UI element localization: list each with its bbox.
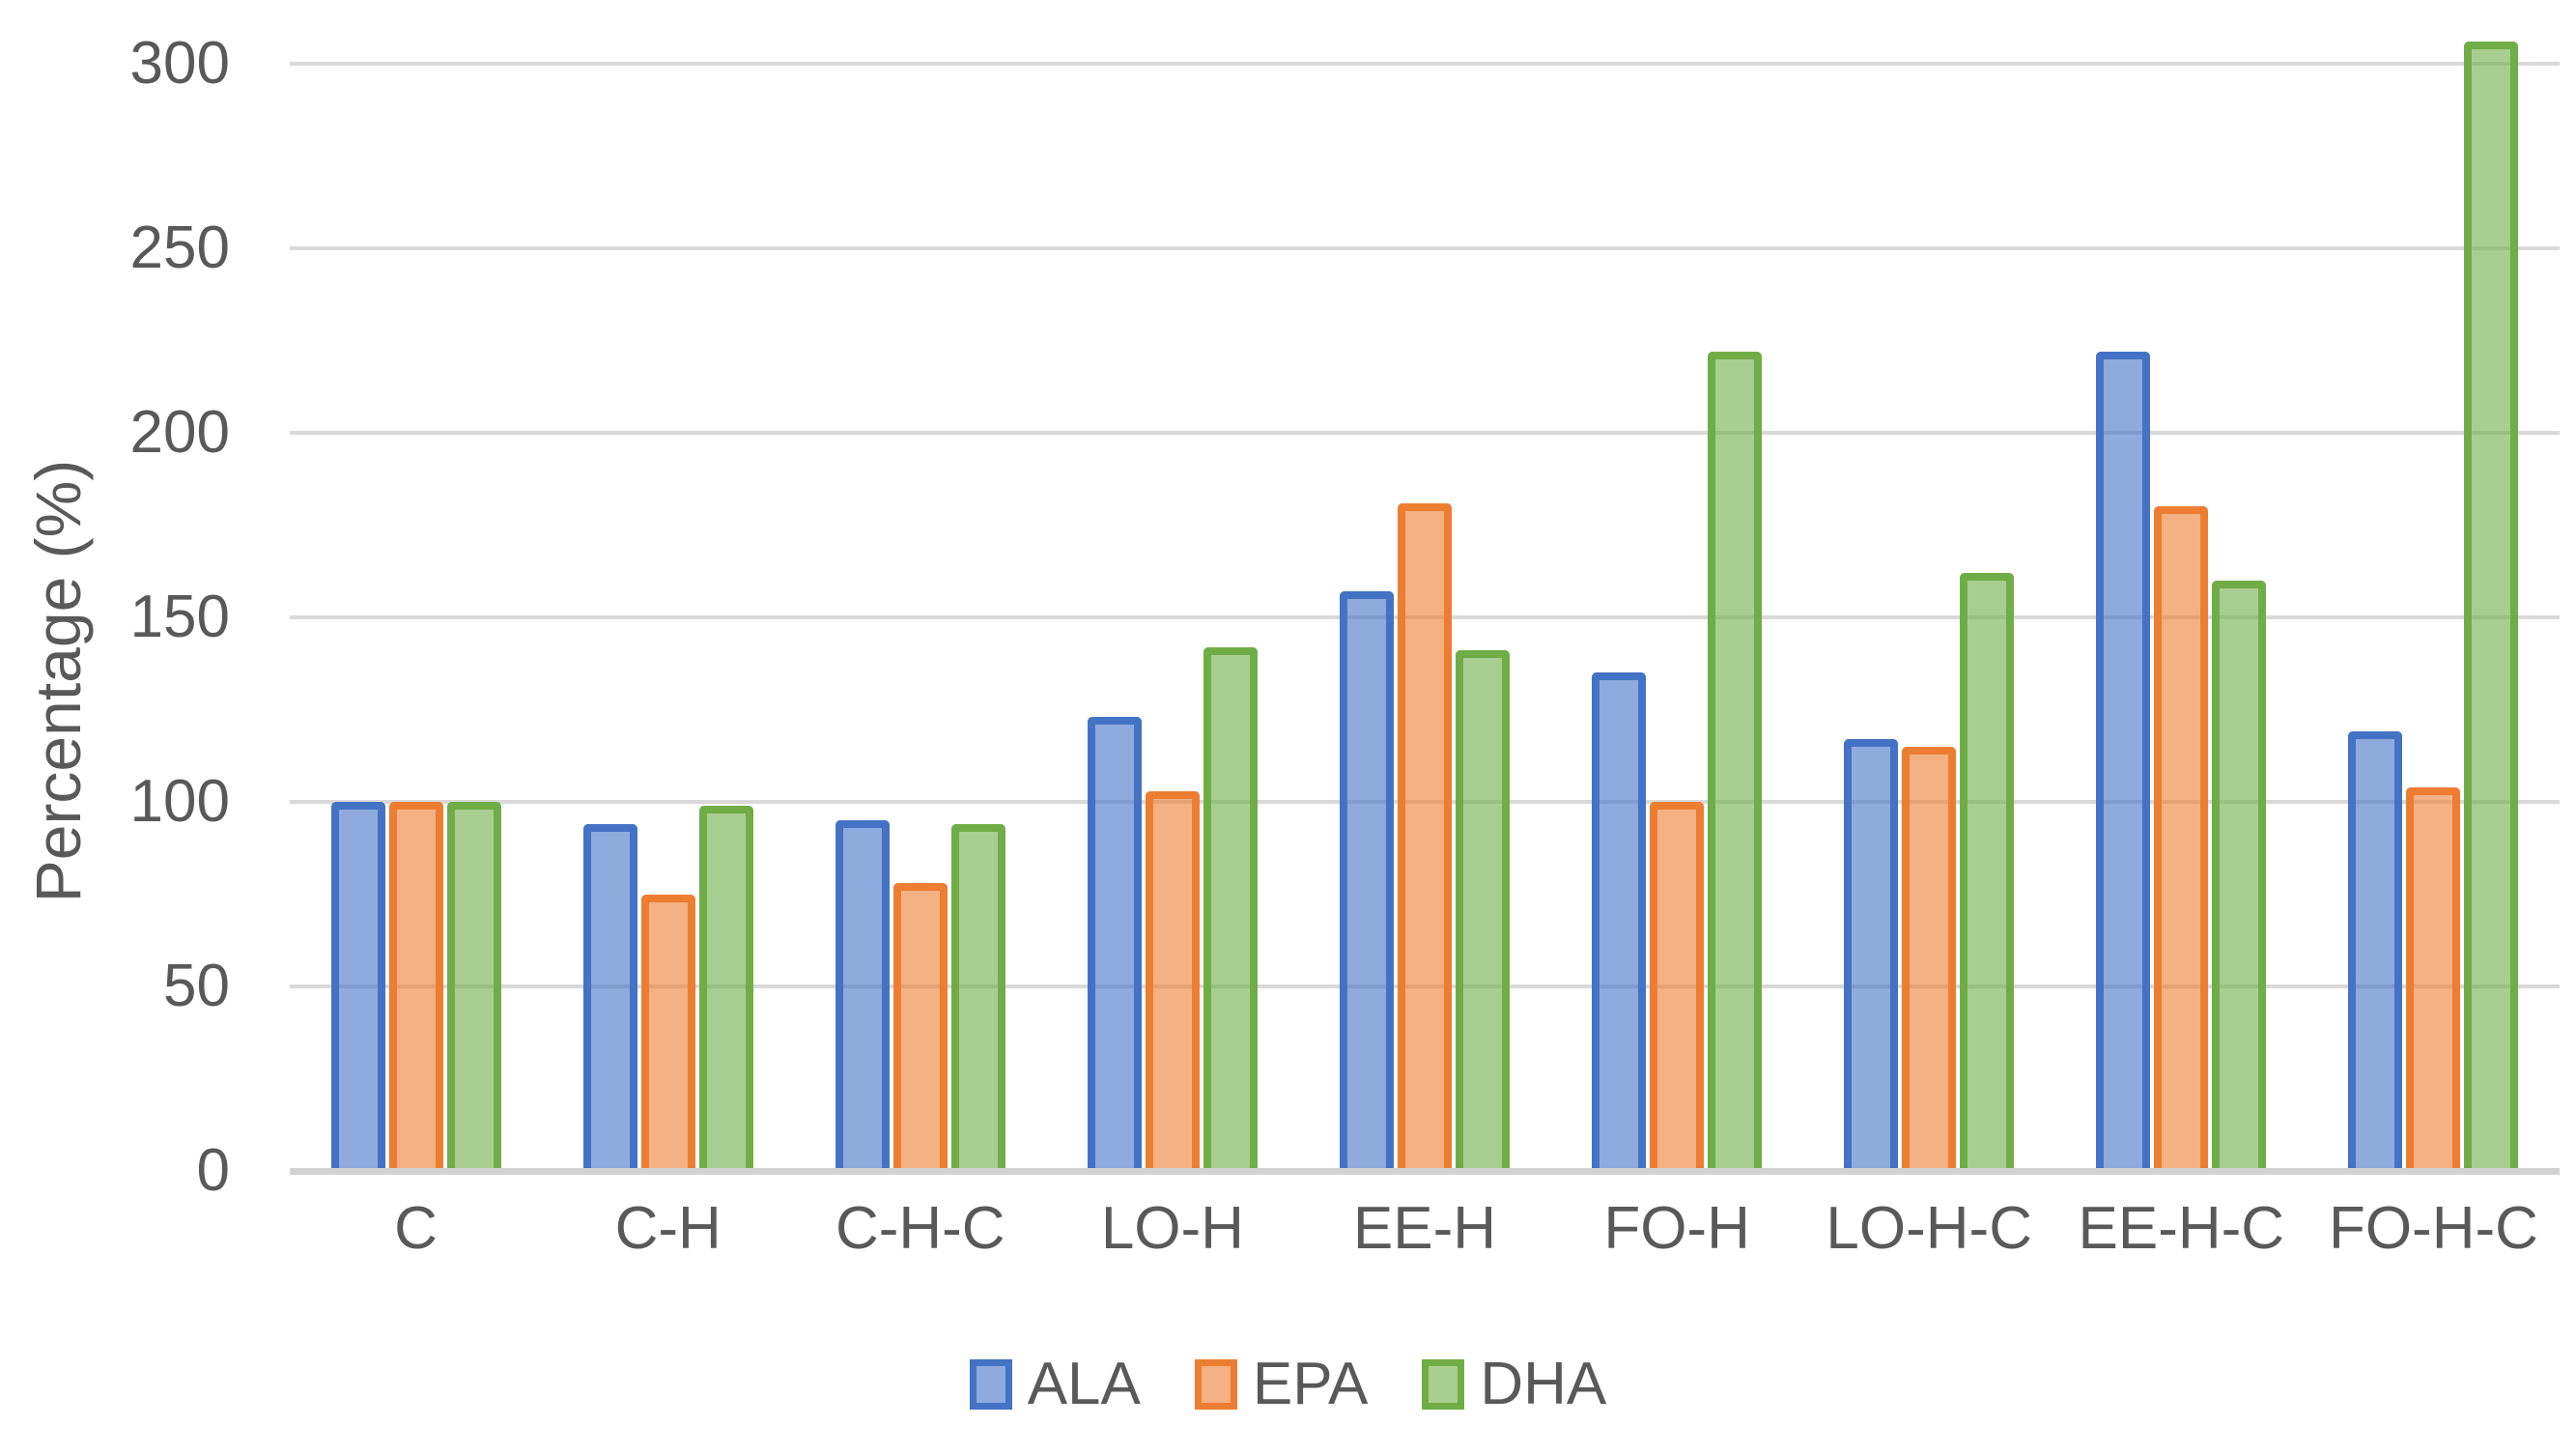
bar-EPA-EE-H-C [2154, 506, 2209, 1171]
bar-EPA-FO-H-C [2406, 786, 2461, 1171]
y-tick-label-250: 250 [129, 214, 230, 281]
bar-DHA-FO-H [1708, 351, 1763, 1171]
plot-area [290, 42, 2560, 1175]
bar-ALA-LO-H [1087, 717, 1142, 1171]
legend-label-DHA: DHA [1480, 1351, 1607, 1417]
bar-ALA-C-H-C [835, 820, 890, 1171]
bar-DHA-C-H [698, 805, 753, 1171]
bar-DHA-LO-H [1203, 646, 1258, 1171]
bar-EPA-C-H [640, 894, 695, 1171]
legend-item-ALA: ALA [969, 1351, 1141, 1418]
legend: ALA EPA DHA [0, 1351, 2576, 1418]
x-axis-label-C-H: C-H [614, 1195, 722, 1262]
bar-group-LO-H-C [1803, 64, 2055, 1171]
bar-ALA-FO-H [1592, 672, 1647, 1171]
bar-EPA-LO-H [1145, 790, 1200, 1171]
bar-ALA-C-H [582, 823, 637, 1171]
x-axis-label-FO-H: FO-H [1603, 1195, 1750, 1262]
x-axis-label-FO-H-C: FO-H-C [2328, 1195, 2538, 1262]
bar-EPA-LO-H-C [1902, 746, 1957, 1171]
bar-groups [290, 42, 2560, 1171]
bar-group-EE-H [1298, 64, 1550, 1171]
legend-swatch-ALA [969, 1359, 1012, 1410]
bar-EPA-FO-H [1650, 802, 1705, 1171]
bar-group-FO-H-C [2307, 42, 2560, 1171]
bar-DHA-EE-H-C [2212, 580, 2267, 1171]
bar-ALA-LO-H-C [1844, 739, 1899, 1171]
bar-ALA-EE-H-C [2096, 351, 2151, 1171]
legend-swatch-EPA [1194, 1359, 1237, 1410]
bar-DHA-LO-H-C [1960, 573, 2015, 1171]
bar-EPA-EE-H [1397, 502, 1452, 1171]
bar-DHA-FO-H-C [2464, 42, 2519, 1171]
x-axis-label-EE-H-C: EE-H-C [2078, 1195, 2285, 1262]
legend-label-EPA: EPA [1252, 1351, 1369, 1417]
y-tick-label-50: 50 [163, 953, 230, 1019]
legend-item-DHA: DHA [1422, 1351, 1606, 1418]
bar-group-C-H [542, 64, 794, 1171]
x-axis-labels: C C-H C-H-C LO-H EE-H FO-H LO-H-C EE-H-C FO-H-C [290, 1190, 2560, 1268]
y-tick-label-200: 200 [129, 399, 230, 466]
gridline-250 [290, 246, 2560, 250]
gridline-300 [290, 62, 2560, 66]
bar-group-C [290, 64, 542, 1171]
bar-EPA-C [388, 802, 443, 1171]
x-axis-line [290, 1168, 2560, 1175]
legend-item-EPA: EPA [1194, 1351, 1369, 1418]
y-tick-label-100: 100 [129, 768, 230, 835]
bar-group-LO-H [1046, 64, 1298, 1171]
x-axis-label-EE-H: EE-H [1352, 1195, 1497, 1262]
gridline-200 [290, 431, 2560, 435]
x-axis-label-C-H-C: C-H-C [835, 1195, 1005, 1262]
x-axis-label-C: C [394, 1195, 438, 1262]
bar-ALA-C [330, 802, 385, 1171]
bar-DHA-C [446, 802, 501, 1171]
legend-swatch-DHA [1422, 1359, 1465, 1410]
bar-group-FO-H [1551, 64, 1803, 1171]
bar-DHA-EE-H [1455, 650, 1510, 1171]
y-tick-label-300: 300 [129, 30, 230, 97]
y-tick-label-0: 0 [196, 1137, 230, 1204]
bar-ALA-EE-H [1339, 591, 1394, 1171]
x-axis-label-LO-H-C: LO-H-C [1826, 1195, 2032, 1262]
bar-ALA-FO-H-C [2348, 731, 2403, 1171]
bar-EPA-C-H-C [892, 883, 948, 1171]
y-tick-label-150: 150 [129, 584, 230, 650]
legend-label-ALA: ALA [1027, 1351, 1141, 1417]
x-axis-label-LO-H: LO-H [1100, 1195, 1244, 1262]
bar-DHA-C-H-C [950, 823, 1005, 1171]
bar-group-EE-H-C [2055, 64, 2307, 1171]
bar-group-C-H-C [794, 64, 1046, 1171]
